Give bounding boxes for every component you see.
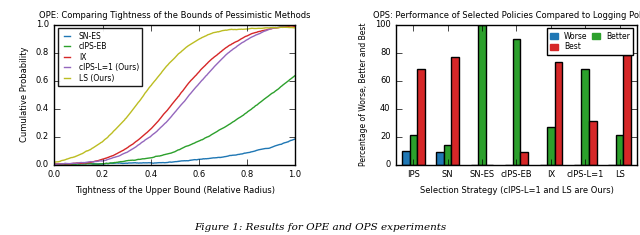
IX [93, 160, 101, 162]
Bar [451, 57, 459, 164]
cIPS-EB [160, 153, 168, 156]
SN-ES [51, 163, 59, 166]
X-axis label: Selection Strategy (cIPS-L=1 and LS are Ours): Selection Strategy (cIPS-L=1 and LS are … [420, 186, 613, 195]
Line: LS (Ours): LS (Ours) [54, 27, 295, 162]
cIPS-L=1 (Ours) [52, 163, 60, 166]
Y-axis label: Cumulative Probability: Cumulative Probability [20, 47, 29, 142]
cIPS-L=1 (Ours) [291, 23, 299, 26]
SN-ES [51, 163, 58, 166]
Bar [410, 135, 417, 164]
Legend: SN-ES, cIPS-EB, IX, cIPS-L=1 (Ours), LS (Ours): SN-ES, cIPS-EB, IX, cIPS-L=1 (Ours), LS … [58, 28, 142, 86]
SN-ES [113, 161, 120, 164]
cIPS-L=1 (Ours) [93, 160, 101, 163]
LS (Ours) [93, 144, 101, 146]
LS (Ours) [232, 28, 240, 31]
cIPS-EB [51, 163, 58, 166]
cIPS-EB [93, 163, 101, 165]
cIPS-L=1 (Ours) [113, 155, 120, 158]
Bar [547, 127, 555, 164]
Title: OPE: Comparing Tightness of the Bounds of Pessimistic Methods: OPE: Comparing Tightness of the Bounds o… [39, 11, 310, 20]
Bar [589, 121, 596, 164]
IX [291, 25, 299, 28]
Legend: Worse, Best, Better: Worse, Best, Better [547, 28, 633, 55]
Line: cIPS-L=1 (Ours): cIPS-L=1 (Ours) [54, 25, 295, 164]
Bar [555, 63, 562, 164]
X-axis label: Tightness of the Upper Bound (Relative Radius): Tightness of the Upper Bound (Relative R… [75, 186, 275, 195]
Bar [478, 25, 486, 164]
LS (Ours) [278, 26, 285, 28]
Bar [520, 152, 528, 164]
cIPS-L=1 (Ours) [160, 123, 168, 126]
Line: cIPS-EB: cIPS-EB [54, 76, 295, 164]
Bar [417, 69, 425, 164]
Line: IX: IX [54, 27, 295, 164]
cIPS-L=1 (Ours) [51, 163, 58, 166]
SN-ES [291, 137, 299, 140]
Y-axis label: Percentage of Worse, Better and Best: Percentage of Worse, Better and Best [359, 23, 368, 166]
Bar [444, 145, 451, 164]
IX [51, 163, 58, 166]
Bar [623, 55, 631, 164]
LS (Ours) [51, 161, 58, 164]
cIPS-EB [291, 74, 299, 77]
cIPS-EB [193, 141, 200, 143]
cIPS-L=1 (Ours) [212, 64, 220, 67]
SN-ES [232, 154, 240, 157]
LS (Ours) [52, 161, 60, 164]
cIPS-EB [113, 161, 120, 164]
Bar [402, 150, 410, 164]
IX [211, 55, 219, 58]
Bar [616, 135, 623, 164]
Bar [582, 69, 589, 164]
cIPS-EB [232, 118, 240, 121]
Text: Figure 1: Results for OPE and OPS experiments: Figure 1: Results for OPE and OPS experi… [194, 223, 446, 232]
LS (Ours) [160, 68, 168, 71]
SN-ES [93, 163, 101, 165]
cIPS-L=1 (Ours) [193, 85, 200, 88]
SN-ES [160, 161, 168, 164]
cIPS-L=1 (Ours) [291, 23, 298, 26]
cIPS-EB [212, 131, 220, 134]
IX [193, 74, 200, 76]
Title: OPS: Performance of Selected Policies Compared to Logging Policies: OPS: Performance of Selected Policies Co… [372, 11, 640, 20]
LS (Ours) [193, 39, 200, 42]
LS (Ours) [291, 26, 299, 29]
cIPS-L=1 (Ours) [232, 46, 240, 49]
Bar [436, 152, 444, 164]
IX [159, 113, 167, 116]
LS (Ours) [212, 31, 220, 34]
Bar [513, 39, 520, 164]
cIPS-EB [52, 163, 60, 166]
SN-ES [212, 157, 220, 159]
LS (Ours) [113, 127, 120, 129]
IX [113, 153, 120, 155]
SN-ES [193, 158, 200, 161]
Line: SN-ES: SN-ES [54, 139, 295, 164]
IX [291, 25, 298, 28]
IX [232, 40, 239, 43]
